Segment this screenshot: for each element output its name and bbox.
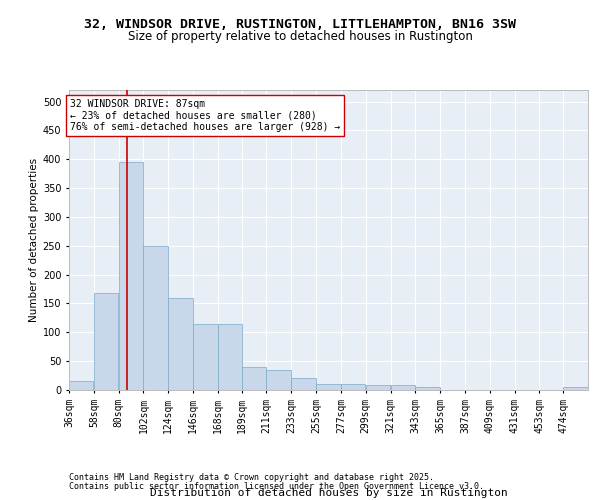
Bar — [193, 324, 218, 390]
Text: Size of property relative to detached houses in Rustington: Size of property relative to detached ho… — [128, 30, 472, 43]
Bar — [143, 246, 168, 390]
Text: Contains public sector information licensed under the Open Government Licence v3: Contains public sector information licen… — [69, 482, 484, 491]
Bar — [119, 162, 143, 390]
Bar — [316, 384, 341, 390]
Bar — [218, 324, 242, 390]
Bar — [366, 386, 390, 390]
Bar — [266, 370, 291, 390]
Bar — [168, 298, 193, 390]
Text: Contains HM Land Registry data © Crown copyright and database right 2025.: Contains HM Land Registry data © Crown c… — [69, 474, 434, 482]
X-axis label: Distribution of detached houses by size in Rustington: Distribution of detached houses by size … — [149, 488, 508, 498]
Bar — [391, 386, 415, 390]
Bar — [341, 384, 365, 390]
Bar — [415, 387, 440, 390]
Bar — [94, 293, 118, 390]
Text: 32 WINDSOR DRIVE: 87sqm
← 23% of detached houses are smaller (280)
76% of semi-d: 32 WINDSOR DRIVE: 87sqm ← 23% of detache… — [70, 98, 340, 132]
Bar — [291, 378, 316, 390]
Bar — [563, 387, 587, 390]
Bar — [242, 367, 266, 390]
Y-axis label: Number of detached properties: Number of detached properties — [29, 158, 38, 322]
Text: 32, WINDSOR DRIVE, RUSTINGTON, LITTLEHAMPTON, BN16 3SW: 32, WINDSOR DRIVE, RUSTINGTON, LITTLEHAM… — [84, 18, 516, 30]
Bar — [69, 382, 94, 390]
